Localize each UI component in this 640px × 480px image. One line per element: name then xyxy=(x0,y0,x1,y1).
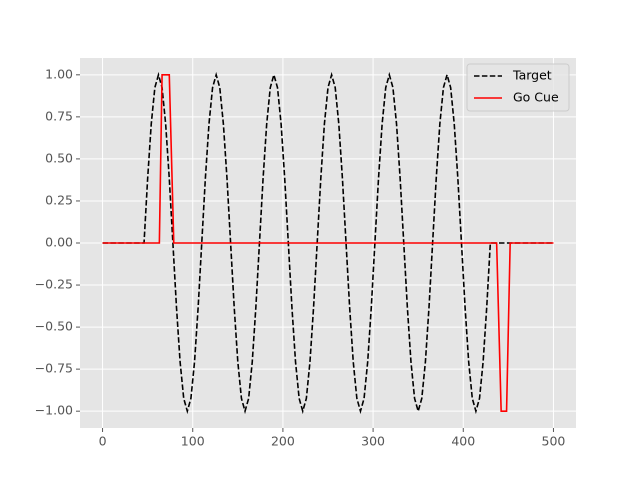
y-tick-label: 0.50 xyxy=(45,150,73,165)
x-tick-label: 200 xyxy=(271,434,295,449)
x-tick-label: 100 xyxy=(181,434,205,449)
y-tick-label: −1.00 xyxy=(35,403,73,418)
legend-label: Go Cue xyxy=(513,90,559,105)
x-tick-label: 0 xyxy=(99,434,107,449)
y-tick-label: −0.25 xyxy=(35,277,73,292)
y-tick-label: 0.75 xyxy=(45,108,73,123)
legend: Target Go Cue xyxy=(466,63,570,112)
y-tick-label: −0.50 xyxy=(35,319,73,334)
y-tick-label: 1.00 xyxy=(45,66,73,81)
y-tick-label: 0.25 xyxy=(45,192,73,207)
line-series xyxy=(102,74,554,412)
x-tick-label: 400 xyxy=(451,434,475,449)
y-tick-label: −0.75 xyxy=(35,361,73,376)
y-tick-label: 0.00 xyxy=(45,235,73,250)
x-tick-label: 500 xyxy=(542,434,566,449)
x-tick-label: 300 xyxy=(361,434,385,449)
legend-label: Target xyxy=(512,68,552,83)
